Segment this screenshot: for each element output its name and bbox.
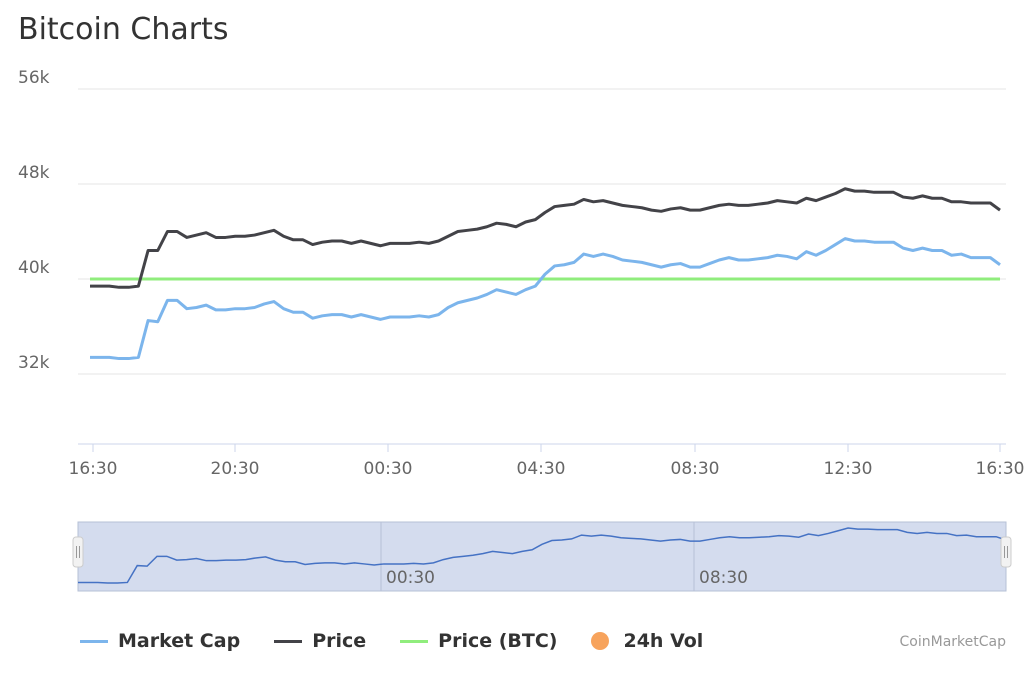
x-axis-labels: 16:30 20:30 00:30 04:30 08:30 12:30 16:30 — [69, 459, 1024, 479]
legend-item-market-cap[interactable]: Market Cap — [80, 630, 240, 652]
navigator-tick-label: 00:30 — [386, 568, 435, 588]
navigator-range-mask[interactable] — [77, 521, 1007, 592]
y-tick-label: 56k — [18, 68, 50, 88]
price-btc-swatch — [400, 639, 429, 643]
price-line — [90, 187, 1001, 289]
legend-item-volume[interactable]: 24h Vol — [591, 630, 703, 652]
market-cap-line — [90, 237, 1001, 361]
market-cap-swatch — [80, 639, 108, 643]
legend-label-volume: 24h Vol — [623, 630, 704, 652]
handle-body[interactable] — [72, 536, 84, 568]
y-tick-label: 32k — [18, 353, 50, 373]
navigator-handle-left[interactable] — [72, 536, 84, 568]
legend-item-price[interactable]: Price — [274, 630, 366, 652]
x-tick-label: 08:30 — [671, 459, 720, 479]
legend-label-price: Price — [312, 630, 367, 652]
volume-swatch — [591, 632, 610, 650]
x-tick-label: 04:30 — [517, 459, 566, 479]
y-tick-label: 40k — [18, 258, 50, 278]
legend: Market Cap Price Price (BTC) 24h Vol — [80, 626, 737, 656]
price-swatch — [274, 639, 303, 643]
x-tick-label: 20:30 — [211, 459, 260, 479]
navigator-handle-right[interactable] — [1000, 536, 1012, 568]
x-tick-label: 16:30 — [69, 459, 118, 479]
y-tick-label: 48k — [18, 163, 50, 183]
x-axis-ticks — [92, 444, 1001, 452]
y-axis-labels: 32k 40k 48k 56k — [18, 68, 50, 373]
credit-link[interactable]: CoinMarketCap — [899, 634, 1006, 650]
grid-lines — [78, 88, 1006, 375]
legend-label-price-btc: Price (BTC) — [438, 630, 558, 652]
x-tick-label: 16:30 — [976, 459, 1024, 479]
chart-title: Bitcoin Charts — [18, 12, 229, 47]
series-lines — [90, 187, 1001, 361]
navigator-series-line — [78, 527, 1007, 584]
x-tick-label: 00:30 — [364, 459, 413, 479]
handle-body[interactable] — [1000, 536, 1012, 568]
x-tick-label: 12:30 — [824, 459, 873, 479]
navigator-tick-label: 08:30 — [699, 568, 748, 588]
navigator: 00:30 08:30 — [72, 521, 1012, 592]
legend-item-price-btc[interactable]: Price (BTC) — [400, 630, 557, 652]
legend-label-market-cap: Market Cap — [118, 630, 241, 652]
